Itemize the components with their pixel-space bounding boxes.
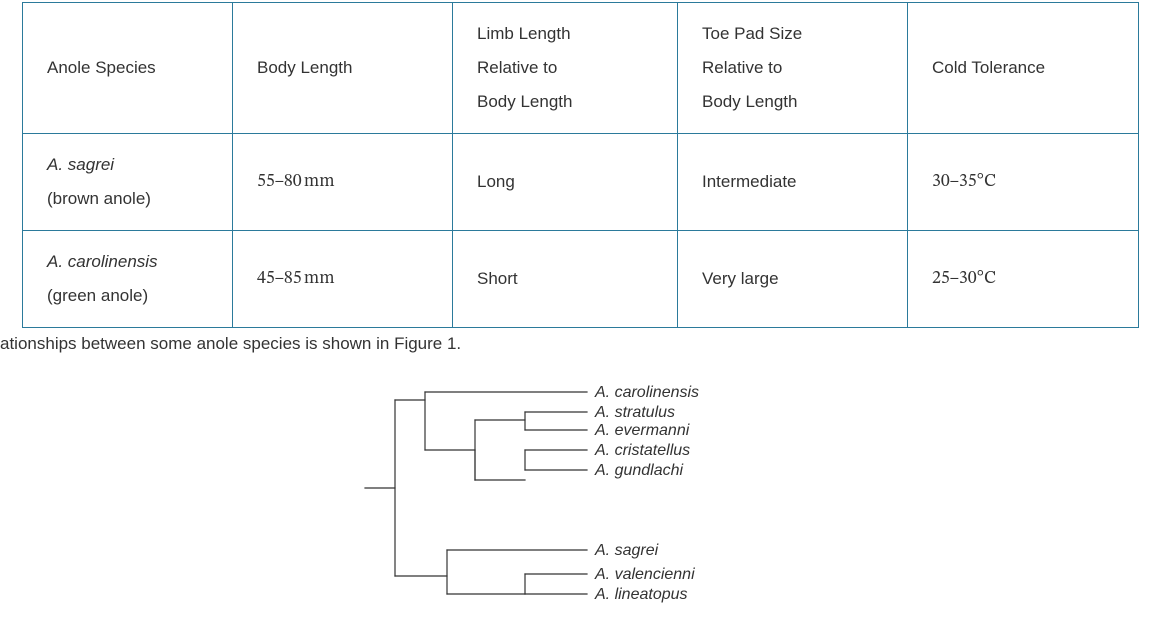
body-length-value: 45–85 mm bbox=[257, 270, 335, 288]
cell-cold: 30–35°C bbox=[908, 134, 1139, 231]
tree-leaf-label: A. evermanni bbox=[595, 422, 689, 440]
tree-leaf-label: A. cristatellus bbox=[595, 442, 690, 460]
cold-tolerance-value: 30–35°C bbox=[932, 173, 996, 191]
page-root: Anole Species Body Length Limb Length Re… bbox=[0, 0, 1158, 633]
cell-limb: Long bbox=[453, 134, 678, 231]
phylogenetic-tree: A. carolinensis A. stratulusA. evermanni A… bbox=[355, 378, 775, 614]
cell-bodylength: 45–85 mm bbox=[233, 231, 453, 328]
col-header-line: Relative to bbox=[477, 58, 557, 77]
species-common-name: (brown anole) bbox=[47, 189, 151, 208]
col-header-limb: Limb Length Relative to Body Length bbox=[453, 3, 678, 134]
col-header-line: Limb Length bbox=[477, 24, 571, 43]
limb-value: Short bbox=[477, 269, 518, 288]
limb-value: Long bbox=[477, 172, 515, 191]
tree-leaf-label: A. sagrei bbox=[595, 542, 658, 560]
table-header-row: Anole Species Body Length Limb Length Re… bbox=[23, 3, 1139, 134]
col-header-line: Body Length bbox=[477, 92, 572, 111]
col-header-line: Body Length bbox=[702, 92, 797, 111]
anole-comparison-table: Anole Species Body Length Limb Length Re… bbox=[22, 2, 1139, 328]
col-header-line: Relative to bbox=[702, 58, 782, 77]
species-common-name: (green anole) bbox=[47, 286, 148, 305]
toepad-value: Intermediate bbox=[702, 172, 797, 191]
species-scientific-name: A. sagrei bbox=[47, 155, 114, 174]
tree-leaf-label: A. stratulus bbox=[595, 404, 675, 422]
figure-caption: ationships between some anole species is… bbox=[0, 334, 461, 354]
col-header-text: Anole Species bbox=[47, 58, 156, 77]
cell-species: A. carolinensis (green anole) bbox=[23, 231, 233, 328]
col-header-cold: Cold Tolerance bbox=[908, 3, 1139, 134]
col-header-toepad: Toe Pad Size Relative to Body Length bbox=[678, 3, 908, 134]
col-header-bodylength: Body Length bbox=[233, 3, 453, 134]
species-scientific-name: A. carolinensis bbox=[47, 252, 158, 271]
tree-leaf-label: A. valencienni bbox=[595, 566, 695, 584]
cell-bodylength: 55–80 mm bbox=[233, 134, 453, 231]
tree-leaf-label: A. gundlachi bbox=[595, 462, 683, 480]
cell-limb: Short bbox=[453, 231, 678, 328]
cold-tolerance-value: 25–30°C bbox=[932, 270, 996, 288]
cell-cold: 25–30°C bbox=[908, 231, 1139, 328]
col-header-species: Anole Species bbox=[23, 3, 233, 134]
body-length-value: 55–80 mm bbox=[257, 173, 335, 191]
toepad-value: Very large bbox=[702, 269, 779, 288]
table-row: A. carolinensis (green anole) 45–85 mm S… bbox=[23, 231, 1139, 328]
table-row: A. sagrei (brown anole) 55–80 mm Long In… bbox=[23, 134, 1139, 231]
tree-svg bbox=[355, 378, 615, 614]
col-header-text: Body Length bbox=[257, 58, 352, 77]
tree-leaf-label: A. lineatopus bbox=[595, 586, 688, 604]
cell-toepad: Intermediate bbox=[678, 134, 908, 231]
col-header-text: Cold Tolerance bbox=[932, 58, 1045, 77]
tree-leaf-label: A. carolinensis bbox=[595, 384, 699, 402]
cell-toepad: Very large bbox=[678, 231, 908, 328]
cell-species: A. sagrei (brown anole) bbox=[23, 134, 233, 231]
col-header-line: Toe Pad Size bbox=[702, 24, 802, 43]
